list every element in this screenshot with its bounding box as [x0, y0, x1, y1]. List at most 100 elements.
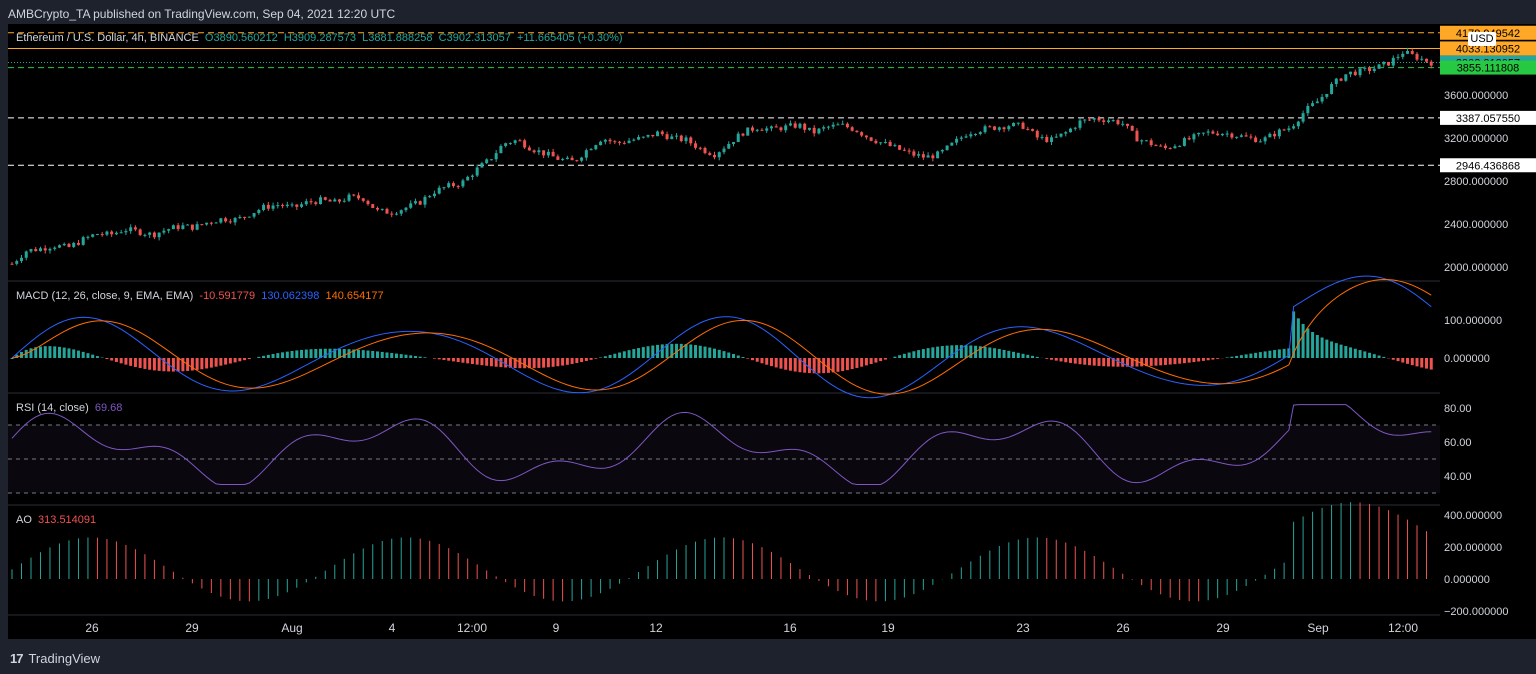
macd-hist-bar [1035, 356, 1039, 358]
macd-hist-bar [499, 358, 503, 368]
candle-body [508, 143, 512, 145]
macd-hist-bar [950, 345, 954, 358]
candle-body [689, 137, 693, 144]
rsi-axis-tick: 80.00 [1444, 403, 1472, 415]
candle-body [1216, 133, 1220, 136]
candle-body [746, 127, 750, 136]
candle-body [1201, 132, 1205, 134]
chart-panel[interactable]: 26 29 Aug 4 12:00 9 12 16 19 23 26 29 Sep 12:00 [8, 24, 1440, 639]
macd-hist-bar [1163, 358, 1167, 365]
macd-hist-bar [432, 358, 436, 359]
macd-hist-bar [864, 358, 868, 366]
axis-svg: 4178.9495424033.1309523902.3130573855.11… [1440, 25, 1536, 618]
candle-body [1349, 71, 1353, 75]
macd-hist-bar [1320, 337, 1324, 358]
candle-body [380, 208, 384, 210]
macd-hist-bar [409, 355, 413, 358]
macd-hist-bar [133, 358, 137, 368]
x-axis-tick: 29 [1216, 621, 1230, 635]
candle-body [338, 199, 342, 202]
candle-body [755, 129, 759, 131]
candle-body [584, 150, 588, 158]
candle-body [138, 229, 142, 235]
macd-hist-bar [295, 350, 299, 358]
macd-hist-bar [366, 350, 370, 358]
candle-body [1102, 120, 1106, 122]
macd-hist-bar [1197, 358, 1201, 362]
macd-hist-bar [1050, 358, 1054, 360]
x-axis-tick: 12:00 [457, 621, 487, 635]
macd-hist-bar [898, 355, 902, 358]
candle-body [57, 245, 61, 248]
macd-hist-bar [285, 351, 289, 358]
macd-hist-bar [494, 358, 498, 367]
candle-body [385, 208, 389, 214]
candle-body [437, 187, 441, 194]
macd-hist-bar [527, 358, 531, 369]
candle-body [271, 205, 275, 209]
candle-body [1315, 101, 1319, 104]
macd-hist-bar [157, 358, 161, 371]
x-axis-tick: 19 [881, 621, 895, 635]
candle-body [632, 139, 636, 141]
candle-body [774, 126, 778, 128]
candle-body [675, 135, 679, 137]
macd-hist-bar [1235, 355, 1239, 358]
candle-body [413, 201, 417, 204]
macd-hist-bar [489, 358, 493, 367]
x-axis-tick: 16 [783, 621, 797, 635]
candle-body [888, 142, 892, 147]
candle-body [499, 145, 503, 154]
candle-body [1106, 120, 1110, 122]
macd-hist-bar [1187, 358, 1191, 363]
macd-hist-bar [418, 356, 422, 358]
candle-body [489, 159, 493, 161]
macd-hist-bar [926, 348, 930, 358]
candle-body [224, 218, 228, 222]
macd-hist-bar [461, 358, 465, 363]
candle-body [1069, 128, 1073, 133]
candle-body [124, 231, 128, 233]
macd-hist-bar [181, 358, 185, 372]
candle-body [1258, 141, 1262, 143]
candle-body [983, 126, 987, 133]
macd-hist-bar [138, 358, 142, 369]
macd-hist-bar [689, 344, 693, 358]
macd-hist-bar [807, 358, 811, 374]
rsi-value: 69.68 [94, 402, 123, 414]
macd-hist-bar [1425, 358, 1429, 369]
rsi-axis-tick: 40.00 [1444, 471, 1472, 483]
macd-hist-bar [1116, 358, 1120, 367]
macd-hist-bar [1249, 353, 1253, 358]
ao-axis-tick: −200.000000 [1444, 606, 1509, 618]
candle-body [418, 201, 422, 205]
macd-hist-bar [556, 358, 560, 367]
macd-hist-bar [1230, 356, 1234, 358]
candle-body [1130, 125, 1134, 131]
macd-hist-bar [603, 356, 607, 358]
macd-hist-bar [803, 358, 807, 373]
footer[interactable]: 17 TradingView [10, 648, 100, 668]
candle-body [1363, 67, 1367, 69]
candle-body [1235, 136, 1239, 138]
candle-body [565, 157, 569, 160]
currency-badge[interactable]: USD [1468, 32, 1496, 46]
candle-body [964, 136, 968, 138]
candle-body [442, 187, 446, 189]
candle-body [119, 232, 123, 234]
price-axis[interactable]: 4178.9495424033.1309523902.3130573855.11… [1440, 24, 1536, 639]
candle-body [266, 204, 270, 209]
candle-body [1149, 140, 1153, 146]
rsi-axis-tick: 60.00 [1444, 437, 1472, 449]
price-axis-tick: 2800.000000 [1444, 176, 1508, 188]
candle-body [200, 224, 204, 226]
candle-body [817, 128, 821, 134]
macd-hist-bar [788, 358, 792, 371]
x-axis-tick: 23 [1016, 621, 1030, 635]
macd-hist-bar [76, 350, 80, 358]
candle-body [779, 127, 783, 131]
macd-axis-tick: 100.000000 [1444, 315, 1502, 327]
macd-hist-bar [1216, 358, 1220, 359]
macd-hist-bar [323, 348, 327, 358]
candle-body [314, 202, 318, 205]
